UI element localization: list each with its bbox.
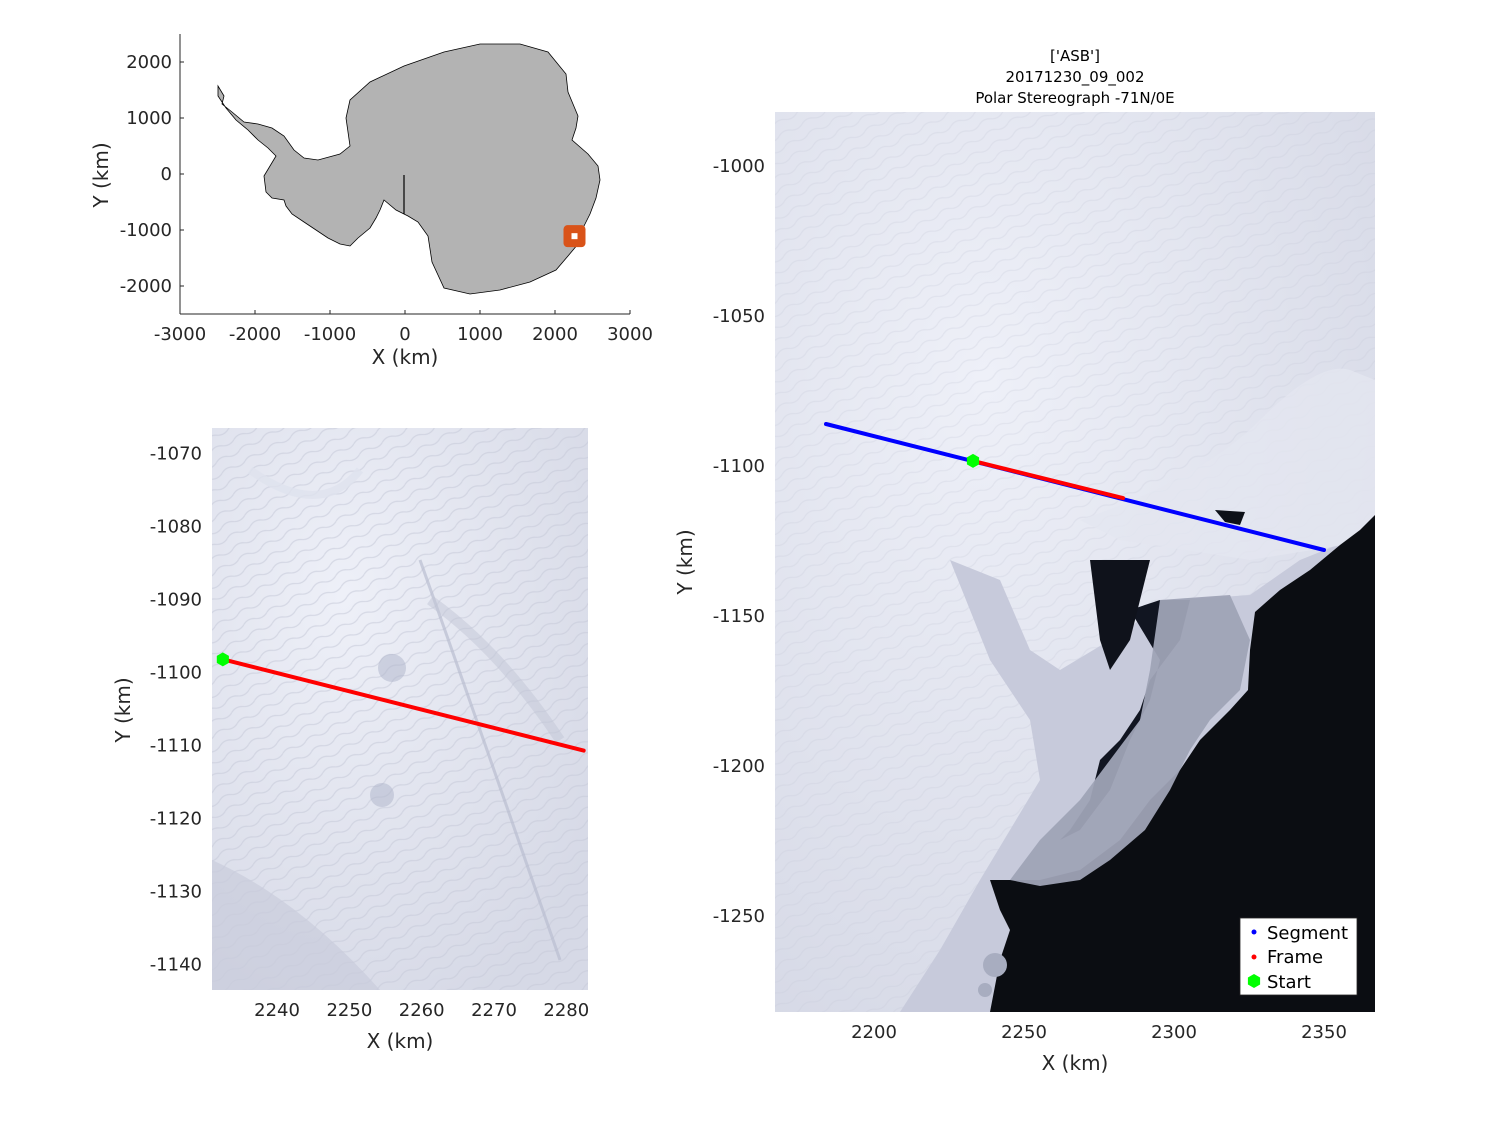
antarctica-landmass: [217, 43, 601, 295]
main-y-ticks: -1000 -1050 -1100 -1150 -1200 -1250: [713, 156, 765, 927]
overview-x-label: X (km): [372, 345, 439, 369]
main-title-line-3: Polar Stereograph -71N/0E: [975, 89, 1174, 107]
overview-y-tick-label: -2000: [120, 276, 172, 297]
overview-x-tick-label: 3000: [607, 324, 653, 345]
open-ocean: [990, 515, 1375, 1012]
detail-x-tick-label: 2240: [254, 1000, 300, 1021]
overview-y-tick-label: 0: [161, 164, 172, 185]
main-title-line-1: ['ASB']: [1050, 47, 1100, 65]
detail-y-ticks: -1070 -1080 -1090 -1100 -1110 -1120 -1130 -1140: [150, 444, 202, 976]
legend-segment-label: Segment: [1267, 923, 1348, 944]
detail-x-label: X (km): [367, 1029, 434, 1053]
detail-x-ticks: 2240 2250 2260 2270 2280: [254, 1000, 589, 1021]
detail-frame-line: [220, 657, 586, 753]
overview-y-tick-label: -1000: [120, 220, 172, 241]
main-y-tick-label: -1000: [713, 156, 765, 177]
overview-x-tick-label: 1000: [457, 324, 503, 345]
overview-map: -3000 -2000 -1000 0 1000 2000 3000 2000 1000 0 -1…: [89, 34, 653, 369]
detail-y-tick-label: -1070: [150, 444, 202, 465]
detail-start-marker: [216, 652, 229, 667]
overview-x-tick-label: 0: [399, 324, 410, 345]
overview-x-ticks: -3000 -2000 -1000 0 1000 2000 3000: [154, 310, 653, 345]
overview-y-ticks: 2000 1000 0 -1000 -2000: [120, 52, 184, 297]
overview-y-tick-label: 1000: [126, 108, 172, 129]
legend-frame-marker: [1251, 954, 1257, 960]
main-y-tick-label: -1050: [713, 306, 765, 327]
detail-y-tick-label: -1130: [150, 881, 202, 902]
main-imagery: [775, 112, 1375, 1012]
detail-x-tick-label: 2270: [471, 1000, 517, 1021]
detail-imagery: [212, 428, 588, 990]
detail-y-tick-label: -1110: [150, 735, 202, 756]
iceberg-fragment: [1010, 595, 1250, 886]
main-x-tick-label: 2300: [1151, 1022, 1197, 1043]
legend: Segment Frame Start: [1239, 917, 1358, 996]
overview-y-label: Y (km): [89, 142, 113, 208]
detail-panel: 2240 2250 2260 2270 2280 -1070 -1080 -1090 -110…: [111, 428, 589, 1053]
location-marker: [563, 225, 586, 248]
main-x-tick-label: 2250: [1001, 1022, 1047, 1043]
main-x-label: X (km): [1042, 1051, 1109, 1075]
overview-x-tick-label: -3000: [154, 324, 206, 345]
main-panel: ['ASB'] 20171230_09_002 Polar Stereograp…: [673, 47, 1375, 1075]
overview-y-tick-label: 2000: [126, 52, 172, 73]
main-y-tick-label: -1200: [713, 756, 765, 777]
detail-y-label: Y (km): [111, 677, 135, 743]
detail-y-tick-label: -1140: [150, 954, 202, 975]
detail-x-tick-label: 2280: [543, 1000, 589, 1021]
overview-x-tick-label: 2000: [532, 324, 578, 345]
main-title-line-2: 20171230_09_002: [1005, 68, 1144, 87]
detail-x-tick-label: 2250: [326, 1000, 372, 1021]
main-x-ticks: 2200 2250 2300 2350: [851, 1022, 1347, 1043]
legend-start-label: Start: [1267, 972, 1311, 993]
main-y-label: Y (km): [673, 529, 697, 595]
main-y-tick-label: -1100: [713, 456, 765, 477]
main-y-tick-label: -1150: [713, 606, 765, 627]
legend-segment-marker: [1251, 929, 1257, 935]
detail-y-tick-label: -1100: [150, 663, 202, 684]
main-frame-line: [971, 458, 1125, 501]
legend-start-marker: [1247, 974, 1261, 988]
main-start-marker: [966, 453, 980, 468]
main-y-tick-label: -1250: [713, 906, 765, 927]
detail-y-tick-label: -1090: [150, 590, 202, 611]
detail-x-tick-label: 2260: [399, 1000, 445, 1021]
detail-y-tick-label: -1120: [150, 808, 202, 829]
detail-y-tick-label: -1080: [150, 517, 202, 538]
overview-x-tick-label: -1000: [304, 324, 356, 345]
main-x-tick-label: 2200: [851, 1022, 897, 1043]
legend-frame-label: Frame: [1267, 947, 1323, 968]
main-x-tick-label: 2350: [1301, 1022, 1347, 1043]
overview-x-tick-label: -2000: [229, 324, 281, 345]
